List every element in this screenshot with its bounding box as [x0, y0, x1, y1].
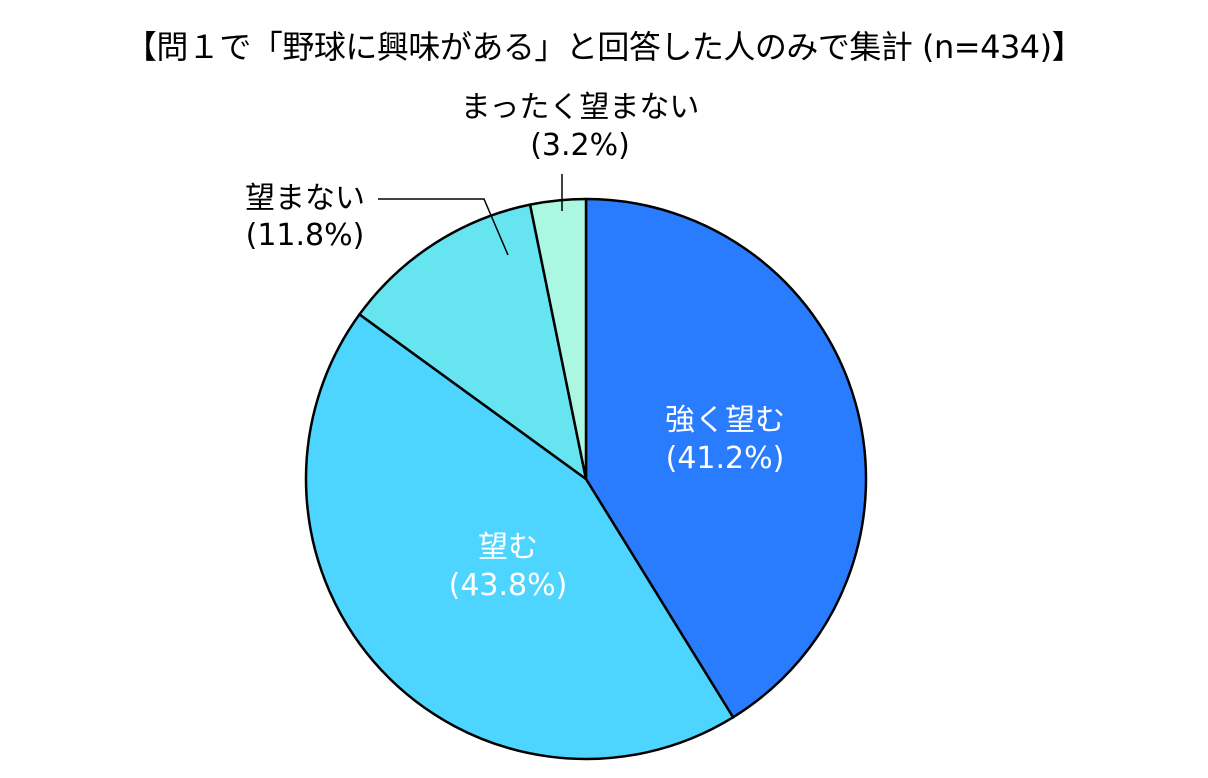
slice-label-2: 望む: [478, 530, 538, 565]
slice-percent-label-4: (3.2%): [530, 128, 630, 163]
pie-slice-1: [584, 197, 868, 719]
slice-percent-label-1: (41.2%): [666, 441, 785, 476]
pie-slice-2: [304, 313, 735, 761]
slice-label-3: 望まない: [245, 181, 365, 216]
slice-percent-label-2: (43.8%): [449, 568, 568, 603]
pie-slice-4: [528, 197, 588, 481]
leader-line-3: [378, 198, 509, 256]
chart-title: 【問１で「野球に興味がある」と回答した人のみで集計 (n=434)】: [124, 28, 1084, 66]
slice-label-4: まったく望まない: [461, 90, 700, 125]
slice-percent-label-3: (11.8%): [246, 218, 365, 253]
pie-slice-3: [358, 203, 588, 481]
slice-label-1: 強く望む: [665, 403, 785, 438]
